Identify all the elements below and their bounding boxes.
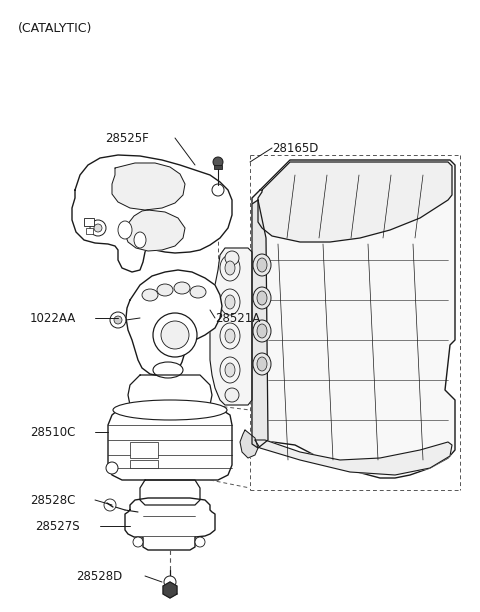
Ellipse shape <box>190 286 206 298</box>
Polygon shape <box>72 155 232 272</box>
Ellipse shape <box>220 289 240 315</box>
Bar <box>130 442 158 458</box>
Text: 28528D: 28528D <box>76 570 122 583</box>
Circle shape <box>90 220 106 236</box>
Polygon shape <box>258 162 452 242</box>
Polygon shape <box>210 248 252 405</box>
Ellipse shape <box>257 258 267 272</box>
Text: 28525F: 28525F <box>105 132 149 144</box>
Ellipse shape <box>134 232 146 248</box>
Ellipse shape <box>253 353 271 375</box>
Circle shape <box>225 388 239 402</box>
Polygon shape <box>125 498 215 550</box>
Ellipse shape <box>157 284 173 296</box>
Ellipse shape <box>153 362 183 378</box>
Polygon shape <box>255 440 452 475</box>
Ellipse shape <box>220 357 240 383</box>
Polygon shape <box>125 210 185 251</box>
Circle shape <box>195 537 205 547</box>
Ellipse shape <box>225 329 235 343</box>
Polygon shape <box>108 410 232 480</box>
Text: 28165D: 28165D <box>272 141 318 154</box>
Circle shape <box>153 313 197 357</box>
Bar <box>130 460 158 468</box>
Polygon shape <box>140 480 200 505</box>
Text: 28528C: 28528C <box>30 493 75 507</box>
Ellipse shape <box>225 295 235 309</box>
Text: 28510C: 28510C <box>30 425 75 439</box>
Circle shape <box>213 157 223 167</box>
Polygon shape <box>163 582 177 598</box>
Circle shape <box>133 537 143 547</box>
Bar <box>84 218 94 226</box>
Ellipse shape <box>257 291 267 305</box>
Polygon shape <box>126 270 222 376</box>
Ellipse shape <box>142 289 158 301</box>
Ellipse shape <box>253 287 271 309</box>
Ellipse shape <box>225 261 235 275</box>
Text: (CATALYTIC): (CATALYTIC) <box>18 22 92 35</box>
Polygon shape <box>252 160 455 478</box>
Circle shape <box>104 499 116 511</box>
Ellipse shape <box>118 221 132 239</box>
Text: 28521A: 28521A <box>215 312 260 324</box>
Bar <box>214 165 222 169</box>
Circle shape <box>164 576 176 588</box>
Ellipse shape <box>257 357 267 371</box>
Ellipse shape <box>253 320 271 342</box>
Ellipse shape <box>174 282 190 294</box>
Circle shape <box>110 312 126 328</box>
Polygon shape <box>112 163 185 210</box>
Polygon shape <box>240 430 258 458</box>
Polygon shape <box>252 200 268 448</box>
Ellipse shape <box>220 323 240 349</box>
Ellipse shape <box>220 255 240 281</box>
Ellipse shape <box>257 324 267 338</box>
Ellipse shape <box>253 254 271 276</box>
Circle shape <box>225 251 239 265</box>
Circle shape <box>212 184 224 196</box>
Circle shape <box>114 316 122 324</box>
Bar <box>86 228 93 234</box>
Circle shape <box>106 462 118 474</box>
Text: 28527S: 28527S <box>35 520 80 532</box>
Circle shape <box>94 224 102 232</box>
Polygon shape <box>128 375 212 410</box>
Circle shape <box>161 321 189 349</box>
Ellipse shape <box>113 400 227 420</box>
Ellipse shape <box>225 363 235 377</box>
Text: 1022AA: 1022AA <box>30 312 76 324</box>
